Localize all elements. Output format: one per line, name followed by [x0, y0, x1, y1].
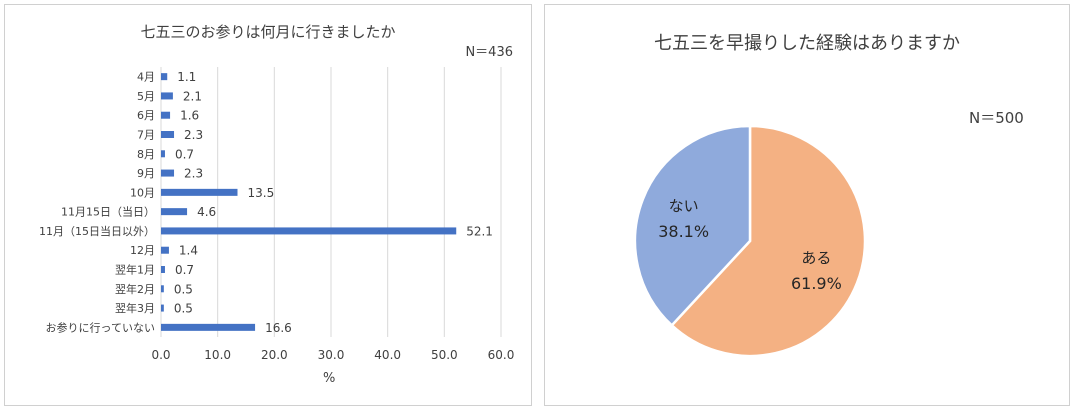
bar-chart-plot: 0.0 10.0 20.0 30.0 40.0 50.0 60.0 4月 1.1 5月 2.1 6月 1… [39, 67, 515, 362]
data-label: 16.6 [265, 321, 292, 335]
category-label: 翌年3月 [115, 301, 155, 315]
pie-chart-plot: ある 61.9% ない 38.1% [633, 124, 867, 358]
pie-chart-panel: 七五三を早撮りした経験はありますか N＝500 ある 61.9% ない 38.1% [544, 4, 1070, 406]
bar [161, 227, 457, 235]
bar [161, 92, 173, 100]
data-label: 2.3 [184, 167, 203, 181]
data-label: 0.7 [175, 263, 194, 277]
category-label: 8月 [137, 148, 155, 161]
data-label: 4.6 [197, 205, 216, 219]
category-label: 7月 [137, 129, 155, 142]
category-label: 5月 [137, 90, 155, 103]
x-tick-label: 40.0 [374, 348, 401, 362]
data-label: 52.1 [466, 224, 493, 238]
category-label: お参りに行っていない [46, 320, 155, 334]
data-label: 0.7 [175, 147, 194, 161]
bar [161, 266, 165, 273]
bar [161, 323, 256, 331]
category-label: 翌年2月 [115, 282, 155, 296]
x-tick-label: 60.0 [488, 348, 515, 362]
bar [161, 131, 175, 138]
bar [161, 208, 188, 216]
x-tick-label: 20.0 [261, 348, 288, 362]
category-label: 6月 [137, 109, 155, 122]
data-label: 0.5 [174, 282, 193, 296]
data-label: 13.5 [248, 186, 275, 200]
data-label: 2.1 [183, 89, 202, 103]
bar [161, 73, 168, 81]
category-label: 11月（15日当日以外） [39, 224, 155, 238]
bar-chart-x-axis-label: % [323, 371, 336, 386]
data-label: 1.6 [180, 109, 199, 123]
bar [161, 304, 164, 312]
data-label: 1.4 [179, 244, 198, 258]
x-tick-label: 0.0 [151, 348, 170, 362]
bar [161, 150, 165, 158]
data-label: 0.5 [174, 302, 193, 316]
category-label: 9月 [137, 167, 155, 180]
x-tick-label: 50.0 [431, 348, 458, 362]
data-label: 2.3 [184, 128, 203, 142]
pie-chart-sample-size: N＝500 [969, 109, 1024, 127]
pie-slice [670, 124, 867, 358]
category-label: 12月 [130, 244, 155, 257]
category-label: 4月 [137, 71, 155, 84]
category-label: 11月15日（当日） [61, 205, 155, 219]
slice-value-label: 61.9% [791, 274, 842, 293]
pie-chart-title: 七五三を早撮りした経験はありますか [654, 33, 960, 54]
bar [161, 169, 175, 177]
pie-slice [633, 124, 752, 328]
slice-label: ある [801, 249, 831, 267]
bar [161, 246, 169, 254]
bar-chart-panel: 七五三のお参りは何月に行きましたか N＝436 0.0 10.0 20.0 30.0 4… [4, 4, 532, 406]
bar [161, 188, 238, 196]
category-label: 翌年1月 [115, 263, 155, 277]
x-tick-label: 30.0 [318, 348, 345, 362]
data-label: 1.1 [177, 70, 196, 84]
slice-label: ない [669, 197, 699, 215]
bar [161, 111, 171, 119]
x-tick-label: 10.0 [204, 348, 231, 362]
slice-value-label: 38.1% [658, 222, 709, 241]
bar [161, 285, 164, 293]
category-label: 10月 [130, 186, 155, 199]
bar-chart-title: 七五三のお参りは何月に行きましたか [140, 23, 396, 41]
bar-chart-sample-size: N＝436 [465, 45, 513, 60]
